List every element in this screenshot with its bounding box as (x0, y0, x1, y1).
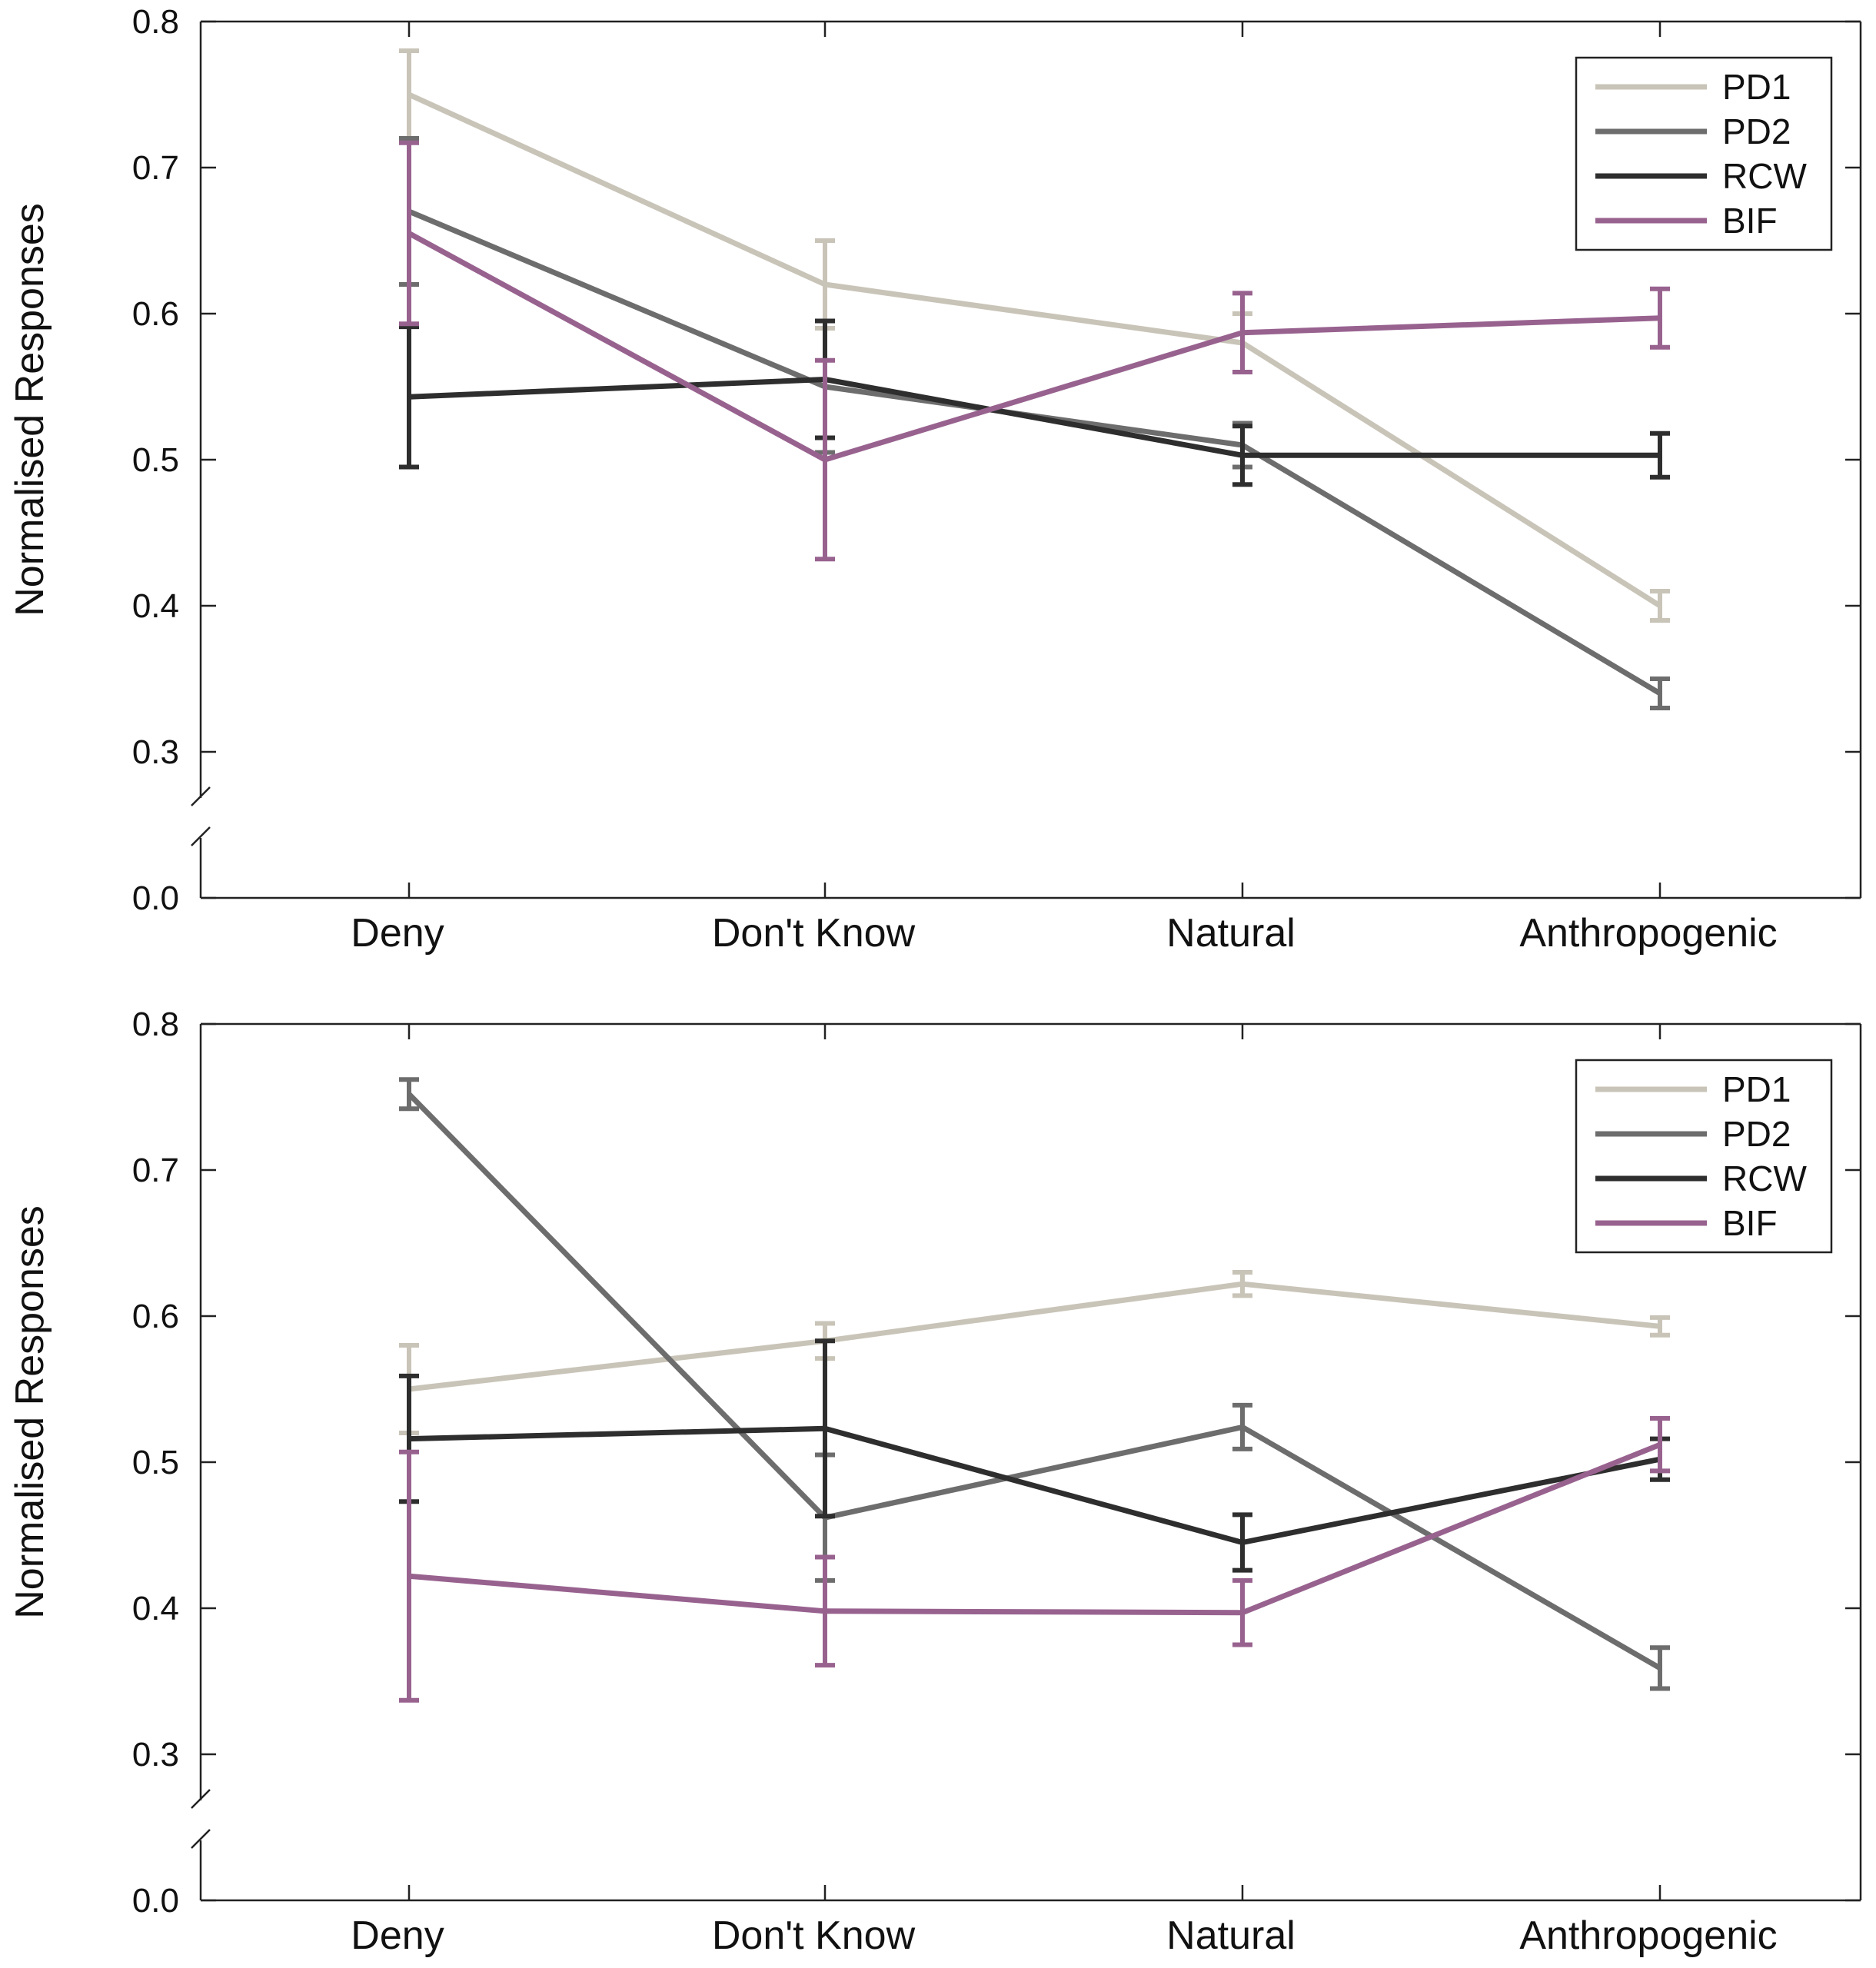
legend-label-pd2: PD2 (1722, 111, 1791, 151)
y-tick-label: 0.3 (132, 733, 179, 771)
legend-label-pd2: PD2 (1722, 1114, 1791, 1154)
series-line (407, 91, 1661, 608)
y-tick-label: 0.0 (132, 879, 179, 917)
data-point (1659, 454, 1661, 457)
legend-label-rcw: RCW (1722, 1159, 1807, 1198)
series-pd2 (399, 1077, 1670, 1691)
series-pd2 (399, 136, 1670, 710)
data-point (1659, 1444, 1661, 1446)
x-category-label: Natural (1166, 911, 1296, 956)
series-line (407, 231, 1661, 463)
x-category-label: Deny (351, 911, 444, 956)
x-category-label: Don't Know (712, 1913, 916, 1958)
axis-break-mark-upper (191, 786, 211, 806)
chart-panel-top: 0.0 0.3 0.4 0.5 0.6 0.7 0.8 Deny Don't Know Natur… (8, 3, 1862, 956)
data-point (1242, 1541, 1243, 1544)
data-point (1659, 1325, 1661, 1328)
x-category-label: Don't Know (712, 911, 916, 956)
y-tick-label: 0.6 (132, 1298, 179, 1335)
y-tick-label: 0.6 (132, 295, 179, 333)
data-point (408, 396, 410, 398)
series-pd1 (399, 48, 1670, 623)
chart-panel-bottom: 0.0 0.3 0.4 0.5 0.6 0.7 0.8 Deny Don't Know Natur… (8, 1006, 1862, 1958)
axis-break-mark-lower (191, 826, 211, 846)
data-point (824, 1610, 826, 1612)
data-point (824, 1428, 826, 1430)
series-rcw (399, 318, 1670, 487)
data-point (408, 94, 410, 95)
data-point (408, 1438, 410, 1440)
x-category-label: Anthropogenic (1519, 911, 1777, 956)
legend-box (1575, 1059, 1833, 1254)
series-bif (399, 140, 1670, 562)
y-tick-label: 0.5 (132, 441, 179, 479)
series-line (408, 377, 1660, 458)
x-category-label: Anthropogenic (1519, 1913, 1777, 1958)
legend-label-pd1: PD1 (1722, 67, 1791, 107)
data-point (408, 1575, 410, 1577)
series-line (407, 208, 1661, 696)
y-axis-title: Normalised Responses (8, 1205, 52, 1619)
y-tick-label: 0.8 (132, 3, 179, 41)
legend-label-bif: BIF (1722, 201, 1778, 241)
data-point (1659, 1667, 1661, 1669)
y-tick-label: 0.4 (132, 1590, 179, 1627)
y-tick-label: 0.7 (132, 149, 179, 187)
y-tick-label: 0.7 (132, 1152, 179, 1189)
y-tick-label: 0.4 (132, 587, 179, 625)
series-line (408, 1281, 1661, 1392)
y-axis-title: Normalised Responses (8, 203, 52, 617)
data-point (408, 232, 410, 234)
y-tick-label: 0.0 (132, 1882, 179, 1920)
series-line (407, 1092, 1661, 1670)
legend-box (1575, 56, 1833, 251)
series-rcw (399, 1338, 1670, 1573)
x-category-label: Natural (1166, 1913, 1296, 1958)
data-point (1659, 317, 1661, 319)
data-point (1659, 605, 1661, 607)
axis-break-mark-lower (191, 1829, 211, 1849)
x-category-label: Deny (351, 1913, 444, 1958)
data-point (1242, 1283, 1243, 1285)
data-point (1242, 331, 1243, 334)
y-tick-label: 0.5 (132, 1444, 179, 1481)
series-line (408, 1425, 1661, 1545)
data-point (1659, 693, 1661, 694)
data-point (824, 459, 826, 460)
data-point (1242, 1611, 1243, 1614)
y-tick-label: 0.3 (132, 1736, 179, 1774)
data-point (1242, 454, 1243, 457)
legend: PD1 PD2 RCW BIF (1575, 1059, 1833, 1254)
data-point (824, 284, 826, 285)
series-pd1 (399, 1270, 1670, 1435)
data-point (408, 1093, 410, 1095)
y-tick-label: 0.8 (132, 1006, 179, 1043)
legend-label-pd1: PD1 (1722, 1069, 1791, 1109)
legend-label-bif: BIF (1722, 1203, 1778, 1243)
legend-label-rcw: RCW (1722, 156, 1807, 196)
series-bif (399, 1416, 1670, 1703)
axis-break-mark-upper (191, 1789, 211, 1809)
data-point (1242, 1426, 1243, 1428)
series-line (408, 1441, 1661, 1616)
